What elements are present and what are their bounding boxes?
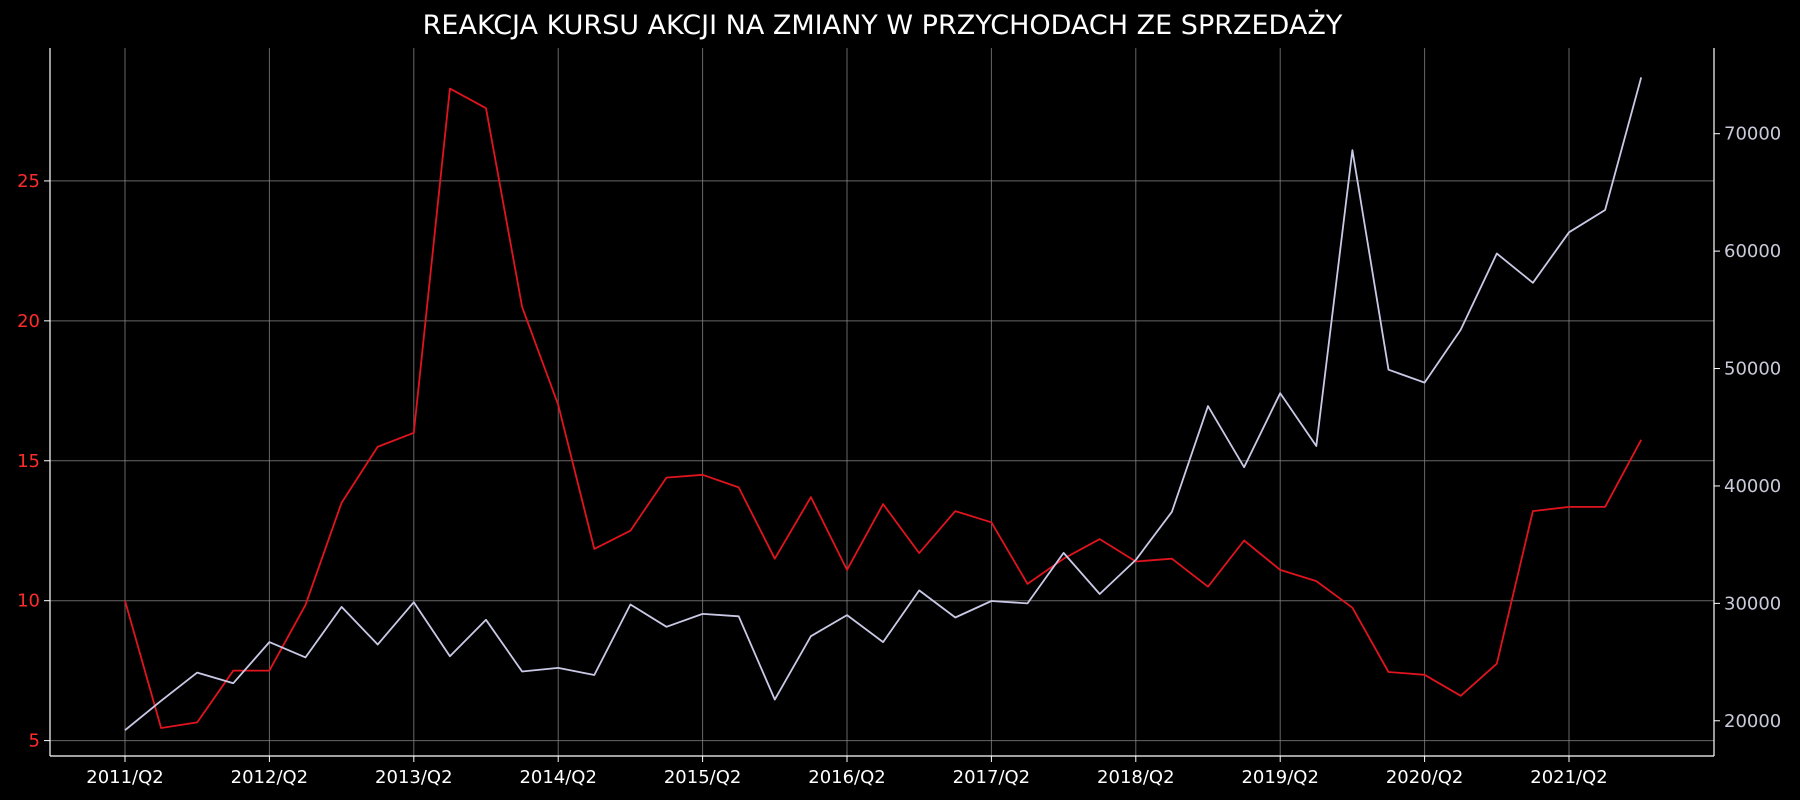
- right-tick-label: 40000: [1724, 476, 1781, 497]
- x-tick-label: 2021/Q2: [1530, 767, 1608, 788]
- series-line-right-axis: [124, 77, 1643, 731]
- left-tick-label: 5: [29, 731, 40, 752]
- left-tick-label: 20: [17, 311, 40, 332]
- x-tick-label: 2019/Q2: [1241, 767, 1319, 788]
- left-y-axis-ticks: 5 10 15 20 25: [17, 171, 50, 752]
- chart-title: REAKCJA KURSU AKCJI NA ZMIANY W PRZYCHOD…: [422, 10, 1343, 41]
- left-tick-label: 25: [17, 171, 40, 192]
- left-tick-label: 15: [17, 451, 40, 472]
- right-tick-label: 70000: [1724, 124, 1781, 145]
- series-lines: [124, 77, 1643, 731]
- right-tick-label: 60000: [1724, 241, 1781, 262]
- right-tick-label: 30000: [1724, 593, 1781, 614]
- x-tick-label: 2020/Q2: [1386, 767, 1464, 788]
- x-axis-ticks: 2011/Q2 2012/Q2 2013/Q2 2014/Q2 2015/Q2 2016/…: [86, 756, 1608, 788]
- x-tick-label: 2012/Q2: [231, 767, 309, 788]
- x-tick-label: 2016/Q2: [808, 767, 886, 788]
- grid-lines: [50, 48, 1714, 756]
- series-line-left-axis: [124, 87, 1642, 729]
- x-tick-label: 2013/Q2: [375, 767, 453, 788]
- x-tick-label: 2015/Q2: [664, 767, 742, 788]
- right-tick-label: 20000: [1724, 711, 1781, 732]
- right-tick-label: 50000: [1724, 359, 1781, 380]
- left-tick-label: 10: [17, 591, 40, 612]
- x-tick-label: 2011/Q2: [86, 767, 164, 788]
- x-tick-label: 2017/Q2: [953, 767, 1031, 788]
- x-tick-label: 2014/Q2: [519, 767, 597, 788]
- axes: [49, 48, 1715, 757]
- x-tick-label: 2018/Q2: [1097, 767, 1175, 788]
- right-y-axis-ticks: 20000 30000 40000 50000 60000 70000: [1714, 124, 1781, 732]
